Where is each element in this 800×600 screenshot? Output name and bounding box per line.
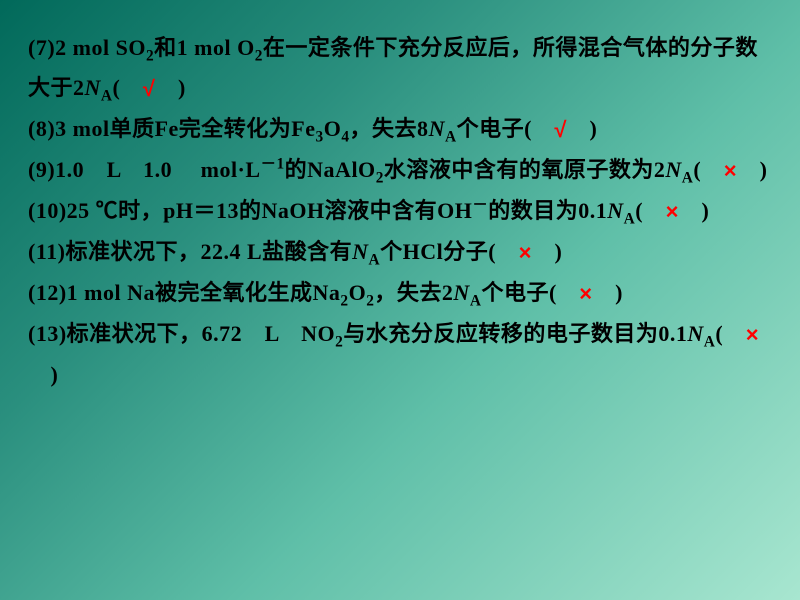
na-sub: A: [369, 251, 381, 268]
question-10: (10)25 ℃时，pH＝13的NaOH溶液中含有OH－的数目为0.1NA( ×…: [28, 191, 772, 232]
subscript: 2: [255, 47, 263, 64]
document-page: (7)2 mol SO2和1 mol O2在一定条件下充分反应后，所得混合气体的…: [0, 0, 800, 395]
subscript: 2: [146, 47, 154, 64]
na-sub: A: [470, 292, 482, 309]
na-sub: A: [624, 210, 636, 227]
paren-open: (: [635, 198, 665, 223]
text: O: [349, 280, 367, 305]
text: 1.0 L 1.0 mol·L: [55, 157, 260, 182]
paren-close: ): [567, 116, 597, 141]
paren-close: ): [593, 280, 623, 305]
text: (8): [28, 116, 55, 141]
na-symbol: N: [453, 280, 469, 305]
text: 个HCl分子(: [380, 239, 518, 264]
question-8: (8)3 mol单质Fe完全转化为Fe3O4，失去8NA个电子( √ ): [28, 109, 772, 150]
text: ，失去8: [350, 116, 429, 141]
text: 和1 mol O: [154, 35, 255, 60]
na-sub: A: [704, 333, 716, 350]
text: 3 mol单质Fe完全转化为Fe: [55, 116, 315, 141]
paren-close: ): [532, 239, 562, 264]
text: (7): [28, 35, 55, 60]
text: O: [324, 116, 342, 141]
text: 2 mol SO: [55, 35, 146, 60]
paren-close: ): [155, 75, 185, 100]
subscript: 2: [340, 292, 348, 309]
na-sub: A: [101, 87, 113, 104]
na-symbol: N: [665, 157, 681, 182]
text: (10): [28, 198, 67, 223]
question-12: (12)1 mol Na被完全氧化生成Na2O2，失去2NA个电子( × ): [28, 273, 772, 314]
text: 的NaAlO: [285, 157, 376, 182]
cross-mark-icon: ×: [666, 192, 679, 232]
subscript: 3: [316, 128, 324, 145]
paren-close: ): [679, 198, 709, 223]
check-mark-icon: √: [554, 110, 567, 150]
na-symbol: N: [429, 116, 445, 141]
na-sub: A: [682, 169, 694, 186]
text: ，失去2: [374, 280, 453, 305]
subscript: 4: [341, 128, 349, 145]
text: (11): [28, 239, 65, 264]
question-7: (7)2 mol SO2和1 mol O2在一定条件下充分反应后，所得混合气体的…: [28, 28, 772, 109]
superscript: －: [472, 197, 488, 214]
na-sub: A: [445, 128, 457, 145]
text: 标准状况下，22.4 L盐酸含有: [65, 239, 352, 264]
paren-open: (: [113, 75, 143, 100]
text: 25 ℃时，pH＝13的NaOH溶液中含有OH: [67, 198, 473, 223]
na-symbol: N: [352, 239, 368, 264]
paren-open: (: [693, 157, 723, 182]
paren-open: 个电子(: [481, 280, 579, 305]
superscript: －1: [261, 156, 285, 173]
cross-mark-icon: ×: [724, 151, 737, 191]
na-symbol: N: [85, 75, 101, 100]
na-symbol: N: [687, 321, 703, 346]
question-11: (11)标准状况下，22.4 L盐酸含有NA个HCl分子( × ): [28, 232, 772, 273]
text: 标准状况下，6.72 L NO: [67, 321, 335, 346]
paren-open: (: [715, 321, 745, 346]
question-9: (9)1.0 L 1.0 mol·L－1的NaAlO2水溶液中含有的氧原子数为2…: [28, 150, 772, 191]
text: 1 mol Na被完全氧化生成Na: [67, 280, 341, 305]
text: 与水充分反应转移的电子数目为0.1: [343, 321, 687, 346]
check-mark-icon: √: [143, 69, 156, 109]
cross-mark-icon: ×: [579, 274, 592, 314]
question-13: (13)标准状况下，6.72 L NO2与水充分反应转移的电子数目为0.1NA(…: [28, 314, 772, 395]
subscript: 2: [376, 169, 384, 186]
text: 的数目为0.1: [488, 198, 607, 223]
paren-close: ): [28, 362, 58, 387]
text: (12): [28, 280, 67, 305]
na-symbol: N: [607, 198, 623, 223]
text: (13): [28, 321, 67, 346]
cross-mark-icon: ×: [746, 315, 759, 355]
cross-mark-icon: ×: [519, 233, 532, 273]
text: (9): [28, 157, 55, 182]
paren-open: 个电子(: [457, 116, 555, 141]
text: 水溶液中含有的氧原子数为2: [384, 157, 666, 182]
paren-close: ): [737, 157, 767, 182]
